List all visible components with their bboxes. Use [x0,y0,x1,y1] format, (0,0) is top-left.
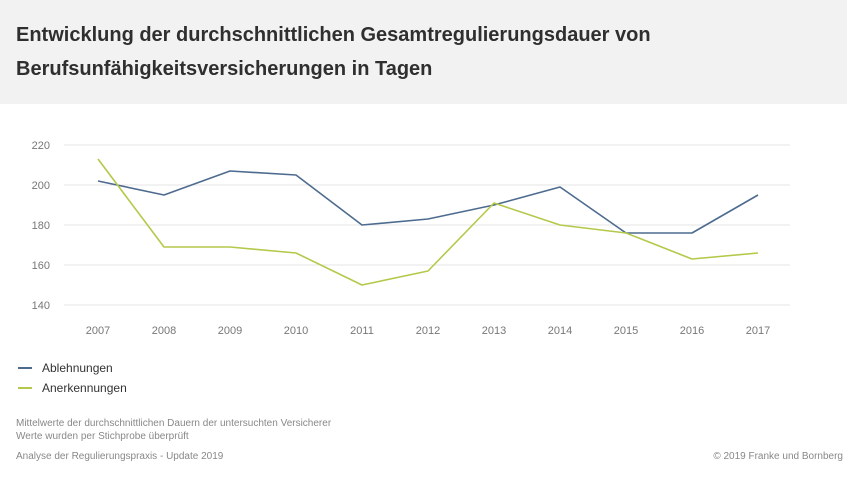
y-tick-label-200: 200 [32,180,50,192]
legend-item-ablehnungen: Ablehnungen [18,358,127,378]
line-chart: 140 160 180 200 220 2007 2008 2009 2010 2011 2012 2… [32,140,790,337]
legend-swatch-anerkennungen [18,387,32,389]
copyright: © 2019 Franke und Bornberg [713,451,843,462]
footnotes: Mittelwerte der durchschnittlichen Dauer… [16,417,331,443]
header: Entwicklung der durchschnittlichen Gesam… [0,0,847,104]
x-tick-label-2014: 2014 [548,325,572,337]
x-tick-label-2017: 2017 [746,325,770,337]
x-tick-label-2010: 2010 [284,325,308,337]
y-tick-label-160: 160 [32,260,50,272]
source-note: Analyse der Regulierungspraxis - Update … [16,451,224,462]
y-tick-label-140: 140 [32,300,50,312]
legend-item-anerkennungen: Anerkennungen [18,378,127,398]
y-tick-label-220: 220 [32,140,50,152]
chart-title: Entwicklung der durchschnittlichen Gesam… [16,24,651,80]
x-tick-label-2013: 2013 [482,325,506,337]
series-line-anerkennungen [97,158,759,286]
x-tick-label-2011: 2011 [350,325,374,337]
series-line-ablehnungen [97,170,759,234]
x-tick-label-2016: 2016 [680,325,704,337]
footnote-2: Werte wurden per Stichprobe überprüft [16,431,189,442]
x-tick-label-2012: 2012 [416,325,440,337]
legend-label-anerkennungen: Anerkennungen [42,381,127,395]
x-tick-label-2015: 2015 [614,325,638,337]
legend-label-ablehnungen: Ablehnungen [42,361,113,375]
legend: Ablehnungen Anerkennungen [18,358,127,398]
y-tick-label-180: 180 [32,220,50,232]
x-tick-label-2008: 2008 [152,325,176,337]
x-tick-label-2009: 2009 [218,325,242,337]
footnote-1: Mittelwerte der durchschnittlichen Dauer… [16,418,332,429]
legend-swatch-ablehnungen [18,367,32,369]
x-tick-label-2007: 2007 [86,325,110,337]
